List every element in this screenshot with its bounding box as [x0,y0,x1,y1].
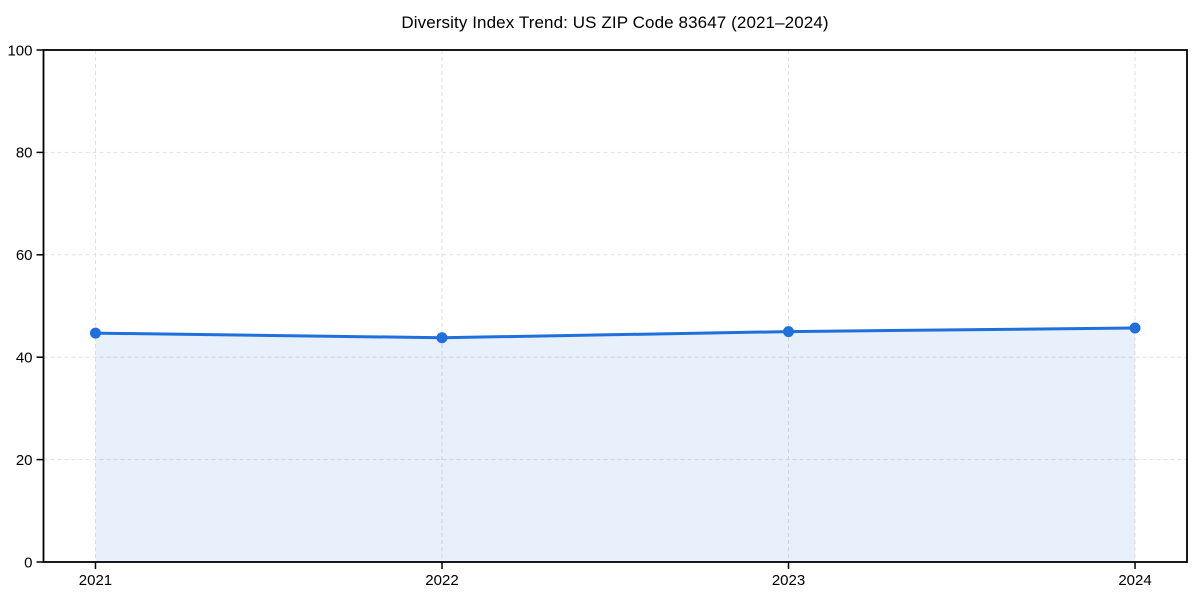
y-axis-tick-label: 0 [24,554,32,571]
data-point-2024 [1129,322,1141,334]
y-axis-tick-label: 100 [7,42,32,59]
trend-line [93,326,1137,340]
y-axis-tick-label: 40 [16,349,33,366]
x-axis-tick-label: 2021 [79,572,112,589]
x-axis-tick-label: 2022 [425,572,458,589]
y-axis-tick-label: 60 [16,247,33,264]
y-axis-tick-label: 20 [16,452,33,469]
y-axis-tick-label: 80 [16,145,33,162]
plot-border [42,49,1188,563]
data-point-2023 [783,326,795,338]
x-axis-tick-label: 2024 [1118,572,1151,589]
chart-title: Diversity Index Trend: US ZIP Code 83647… [401,13,829,32]
area-fill [95,328,1136,562]
data-point-2022 [436,332,448,344]
x-axis-tick-label: 2023 [772,572,805,589]
data-point-2021 [89,327,101,339]
